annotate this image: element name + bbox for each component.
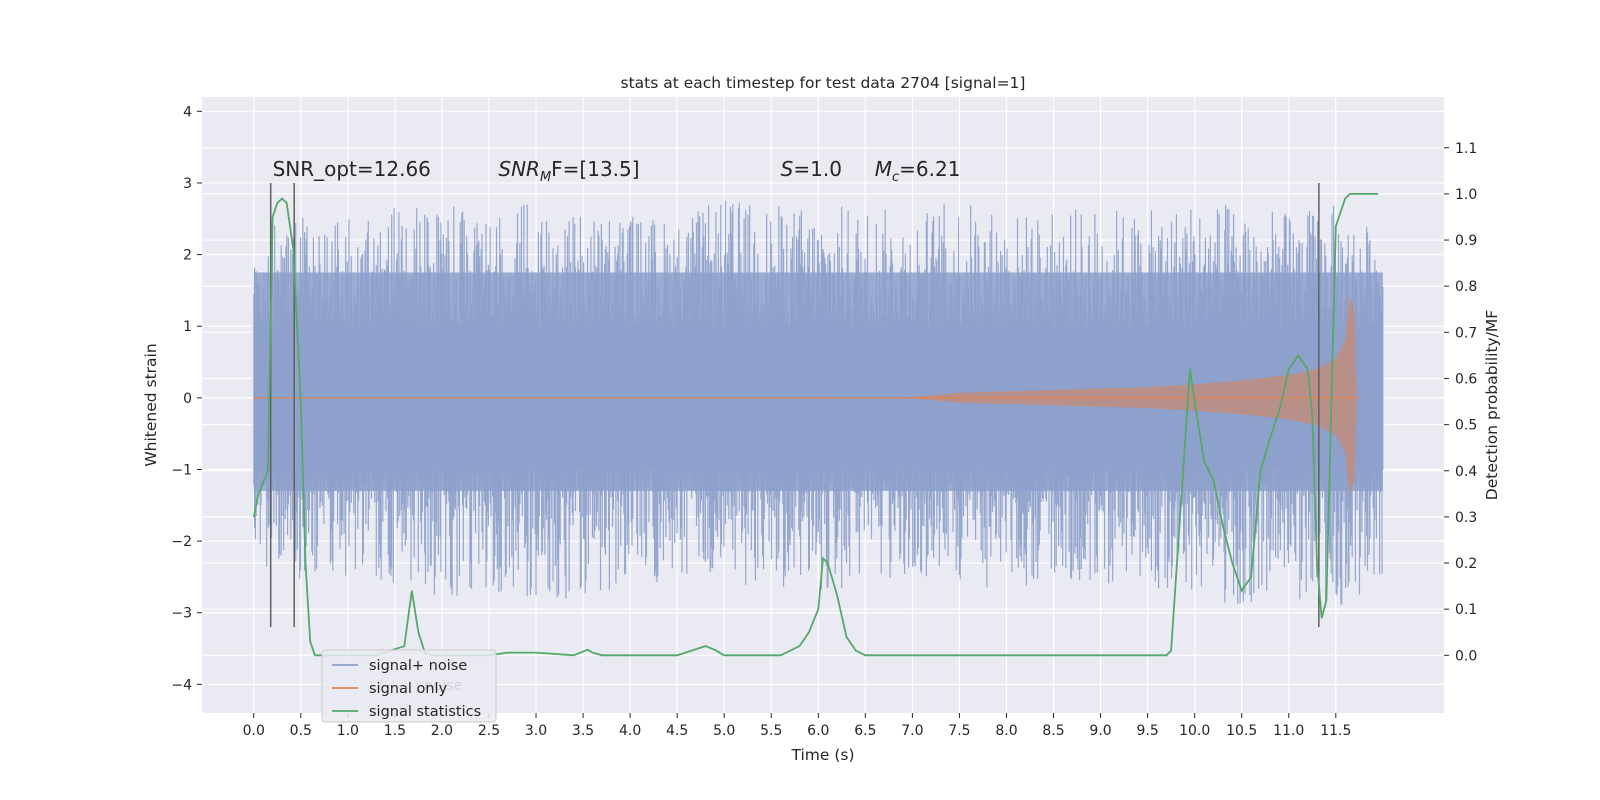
y-tick-label: 1 (183, 319, 192, 335)
legend-entries: signal+ noise signal only signal statistic… (332, 658, 481, 720)
x-tick-label: 7.5 (948, 723, 970, 739)
legend-label: signal only (369, 681, 448, 697)
x-tick-label: 0.0 (243, 723, 265, 739)
x-tick-label: 6.5 (854, 723, 876, 739)
y-axis-ticks: 4 3 2 1 0 −1 −2 −3 −4 (171, 104, 202, 693)
chart-title: stats at each timestep for test data 270… (621, 74, 1026, 92)
y2-tick-label: 0.9 (1455, 233, 1477, 249)
x-tick-label: 1.5 (384, 723, 406, 739)
signal-noise-series (253, 200, 1384, 606)
y2-tick-label: 1.1 (1455, 141, 1477, 157)
signal-only-envelope (253, 294, 1383, 497)
stat-annotation: SNR_opt=12.66 (273, 157, 431, 181)
legend-label: signal statistics (369, 704, 481, 720)
y2-tick-label: 0.2 (1455, 556, 1477, 572)
x-tick-label: 3.5 (572, 723, 594, 739)
x-tick-label: 4.5 (666, 723, 688, 739)
y2-tick-label: 1.0 (1455, 187, 1477, 203)
x-tick-label: 10.0 (1179, 723, 1210, 739)
legend-box (321, 649, 497, 723)
x-tick-label: 2.5 (478, 723, 500, 739)
x-tick-label: 4.0 (619, 723, 641, 739)
y2-tick-label: 0.7 (1455, 325, 1477, 341)
y2-tick-label: 0.1 (1455, 602, 1477, 618)
y-tick-label: −4 (171, 677, 192, 693)
x-axis-ticks: 0.0 0.5 1.0 1.5 2.0 2.5 3.0 3.5 4.0 4.5 5.0 5.5 6.0 6… (243, 713, 1351, 739)
y2-tick-label: 0.5 (1455, 418, 1477, 434)
y-tick-label: −1 (171, 462, 192, 478)
y2-tick-label: 0.0 (1455, 648, 1477, 664)
y-tick-label: 4 (183, 104, 192, 120)
x-tick-label: 0.5 (290, 723, 312, 739)
x-tick-label: 5.5 (760, 723, 782, 739)
x-tick-label: 6.0 (807, 723, 829, 739)
y-tick-label: −2 (171, 534, 192, 550)
x-tick-label: 1.0 (337, 723, 359, 739)
x-tick-label: 7.0 (901, 723, 923, 739)
signal-only-series (253, 294, 1383, 497)
annotations: SNR_opt=12.66 SNRMF=[13.5] S=1.0 Mc=6.21 (273, 157, 961, 185)
y-tick-label: −3 (171, 606, 192, 622)
legend-ghost-label: noise (424, 678, 463, 694)
x-tick-label: 5.0 (713, 723, 735, 739)
stat-annotation: Mc=6.21 (875, 157, 961, 185)
x-tick-label: 8.0 (995, 723, 1017, 739)
x-tick-label: 9.0 (1089, 723, 1111, 739)
x-tick-label: 11.5 (1320, 723, 1351, 739)
y2-axis-ticks: 1.1 1.0 0.9 0.8 0.7 0.6 0.5 0.4 0.3 0.2 0.1 0.0 (1444, 141, 1477, 664)
x-axis-label: Time (s) (790, 746, 854, 764)
x-tick-label: 11.0 (1273, 723, 1304, 739)
y2-tick-label: 0.4 (1455, 464, 1477, 480)
y2-tick-label: 0.3 (1455, 510, 1477, 526)
x-tick-label: 2.0 (431, 723, 453, 739)
x-tick-label: 10.5 (1226, 723, 1257, 739)
y-tick-label: 0 (183, 391, 192, 407)
y-tick-label: 3 (183, 176, 192, 192)
y2-axis-label: Detection probability/MF (1483, 310, 1501, 501)
stat-annotation: S=1.0 (781, 157, 842, 181)
y2-tick-label: 0.6 (1455, 371, 1477, 387)
x-tick-label: 8.5 (1042, 723, 1064, 739)
y2-tick-label: 0.8 (1455, 279, 1477, 295)
y-axis-label: Whitened strain (142, 343, 160, 466)
y-tick-label: 2 (183, 248, 192, 264)
legend: noise signal+ noise signal only signal sta… (321, 649, 497, 723)
x-tick-label: 3.0 (525, 723, 547, 739)
stat-annotation: SNRMF=[13.5] (498, 157, 639, 185)
x-tick-label: 9.5 (1136, 723, 1158, 739)
legend-label: signal+ noise (369, 658, 467, 674)
